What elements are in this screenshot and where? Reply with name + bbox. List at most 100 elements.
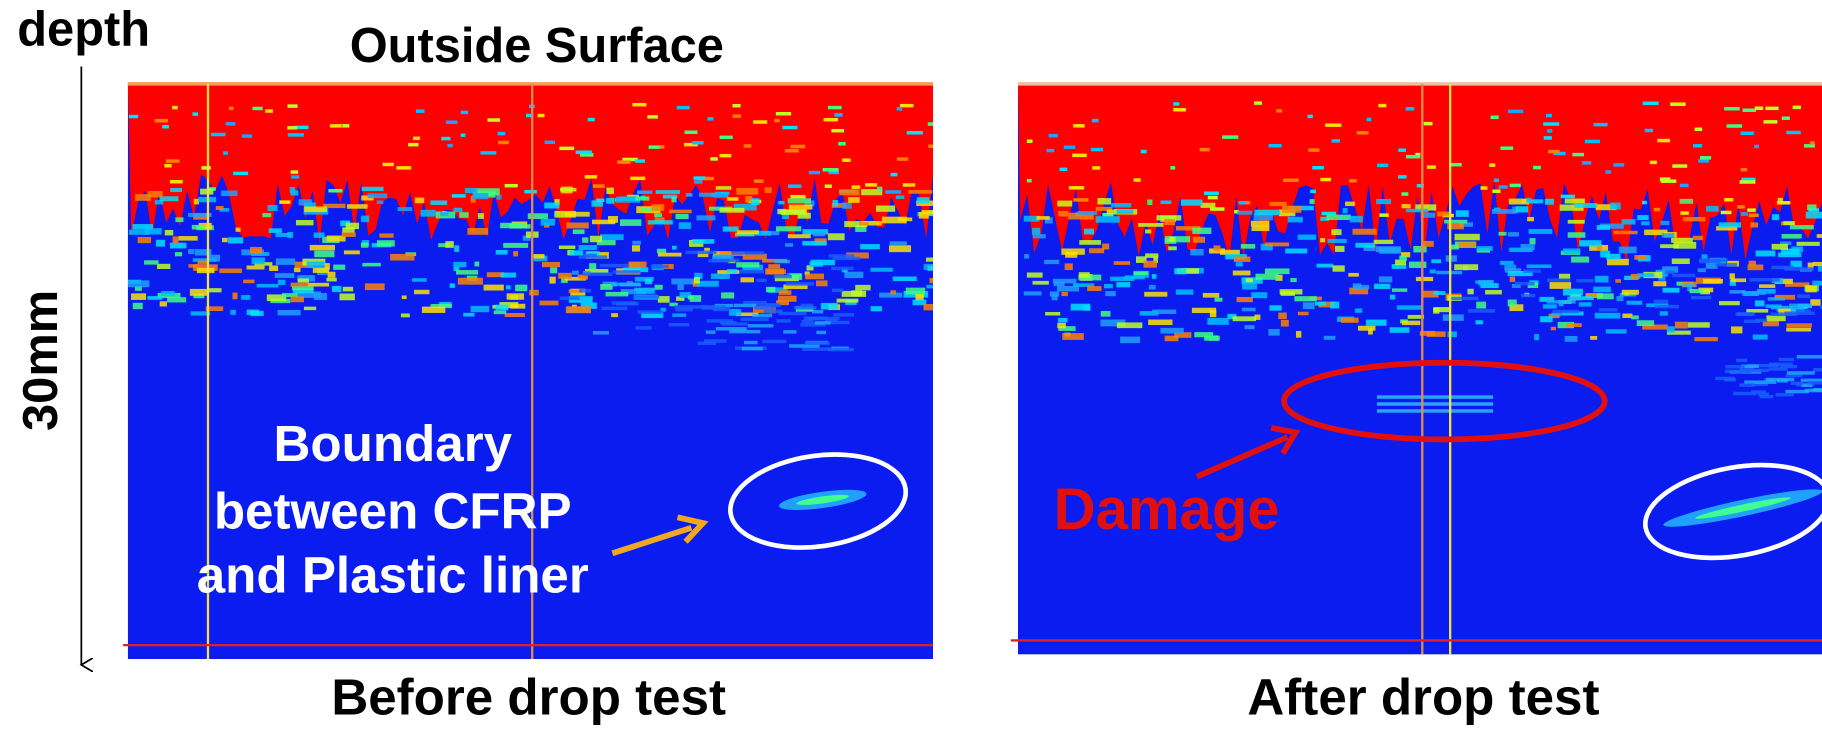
scan-texture [174,252,183,257]
scan-texture [585,268,609,274]
scan-texture [1740,167,1748,172]
scan-texture [1584,139,1600,144]
scan-texture [741,346,763,351]
scan-texture [668,209,692,214]
scan-texture [1634,255,1647,260]
scan-texture [692,239,715,244]
scan-texture [1044,259,1060,265]
scan-texture [676,296,685,301]
scan-texture [703,339,727,343]
scan-texture [1433,307,1450,313]
scan-texture [1265,242,1290,247]
annotation: Damage [1054,477,1280,542]
scan-texture [671,245,677,250]
scan-texture [215,205,224,211]
scan-texture [672,313,687,317]
scan-texture [800,303,814,308]
scan-texture [1164,218,1175,226]
scan-texture [1152,309,1177,314]
scan-texture [1297,234,1317,240]
scan-texture [232,292,238,300]
scan-texture [1052,278,1077,284]
scan-texture [1175,289,1194,295]
scan-texture [1349,215,1363,223]
scan-texture [1800,378,1822,383]
scan-texture [324,263,330,270]
scan-texture [292,286,314,291]
scan-texture [1059,167,1068,172]
scan-texture [430,200,448,205]
scan-texture [655,190,680,194]
scan-texture [589,235,603,243]
scan-texture [592,184,605,188]
scan-texture [1718,222,1741,228]
scan-texture [566,306,591,314]
scan-texture [159,301,167,307]
scan-texture [1116,322,1143,329]
scan-texture [1297,311,1309,316]
scan-texture [619,219,642,226]
scan-texture [774,259,790,264]
scan-texture [157,263,171,269]
scan-texture [277,279,286,285]
scan-texture [827,233,845,241]
scan-texture [172,236,179,243]
scan-texture [1720,210,1732,215]
scan-texture [1763,120,1778,124]
scan-texture [644,278,653,285]
scan-texture [495,250,508,255]
scan-texture [1807,381,1822,385]
scan-texture [246,309,260,315]
scan-texture [1540,316,1553,323]
scan-texture [1485,289,1502,295]
scan-texture [291,175,300,179]
scan-texture [1579,240,1602,247]
scan-texture [147,191,163,198]
scan-texture [1567,219,1585,224]
scan-texture [342,286,354,292]
scan-texture [1790,225,1814,230]
depth-extent: 30mm [14,290,68,431]
header: Outside Surface [350,19,724,73]
scan-texture [777,295,797,302]
scan-texture [1750,291,1767,295]
scan-texture [341,232,356,237]
scan-texture [1327,238,1347,243]
scan-texture [1597,293,1614,300]
scan-texture [1320,216,1330,221]
scan-texture [524,189,537,194]
scan-texture [669,302,678,307]
scan-texture [162,125,170,129]
scan-texture [1454,264,1479,271]
scan-texture [400,313,410,318]
scan-texture [178,236,198,241]
scan-texture [650,264,669,269]
scan-texture [430,304,452,309]
scan-texture [396,166,412,170]
scan-texture [1092,166,1101,170]
scan-texture [297,278,309,283]
scan-texture [1742,291,1759,297]
scan-texture [1507,270,1533,277]
scan-texture [735,232,755,237]
scan-texture [656,248,667,254]
scan-texture [1169,236,1176,242]
scan-texture [303,202,316,209]
scan-texture [1642,324,1668,330]
scan-texture [497,131,506,136]
scan-texture [1594,312,1621,319]
scan-texture [1232,316,1257,322]
scan-texture [1526,264,1552,269]
scan-texture [1046,148,1055,153]
scan-texture [1807,262,1814,270]
scan-texture [693,176,706,180]
scan-texture [1222,135,1239,139]
scan-texture [1116,209,1134,214]
scan-texture [774,118,780,123]
scan-texture [1615,279,1622,283]
scan-texture [1449,162,1462,167]
scan-texture [875,205,896,212]
scan-texture [1399,255,1407,261]
scan-texture [647,115,658,119]
scan-texture [1058,210,1069,217]
